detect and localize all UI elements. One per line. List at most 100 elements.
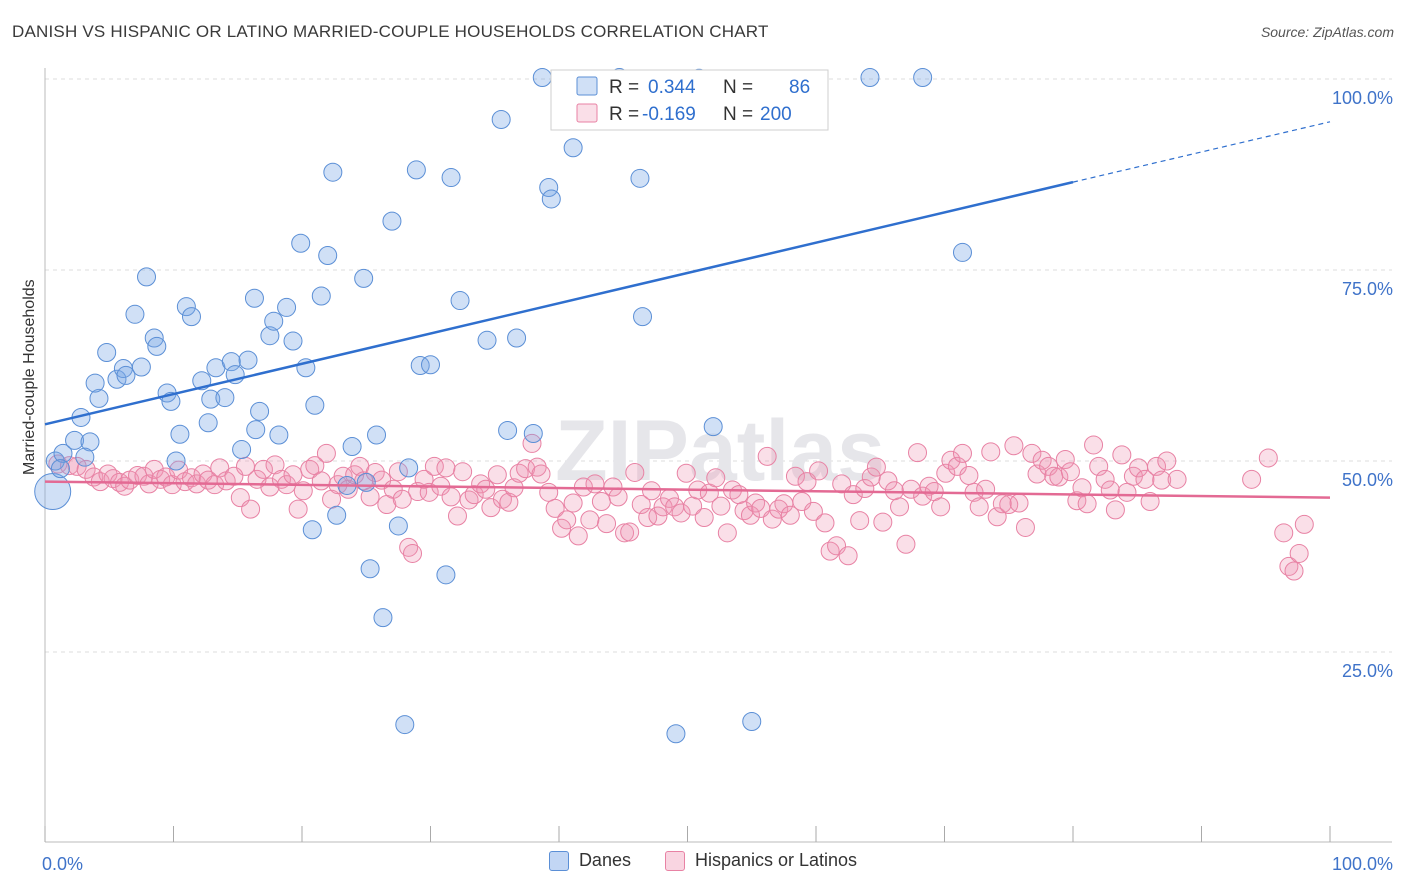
hispanic-point [162,475,182,495]
hispanic-point [1152,470,1172,490]
hispanic-point [499,492,519,512]
hispanic-point [441,487,461,507]
danes-point [913,67,933,87]
danes-trend-line [44,180,1074,426]
danes-point [147,336,167,356]
hispanic-point [487,465,507,485]
hispanic-point [260,477,280,497]
hispanic-point [648,506,668,526]
hispanic-point [850,511,870,531]
hispanic-point [568,526,588,546]
grid [45,78,1392,653]
hispanic-point [908,443,928,463]
legend-r-label-hispanics: R = [609,104,639,125]
hispanic-point [1060,462,1080,482]
hispanic-point [1009,493,1029,513]
danes-point [491,109,511,129]
legend-r-value-danes: 0.344 [648,77,696,98]
hispanic-point [1242,469,1262,489]
hispanic-point [820,541,840,561]
hispanic-point [591,491,611,511]
hispanic-point [1084,435,1104,455]
y-tick-label: 25.0% [1342,661,1393,681]
y-axis-label: Married-couple Households [21,279,38,475]
danes-point [116,365,136,385]
hispanic-point [1117,482,1137,502]
hispanic-point [1055,449,1075,469]
legend-swatch-hispanics [576,103,598,123]
danes-point [742,712,762,732]
hispanic-point [419,482,439,502]
hispanic-point [459,490,479,510]
danes-point [250,401,270,421]
hispanic-point [447,506,467,526]
hispanic-point [729,485,749,505]
hispanic-point [1004,436,1024,456]
danes-point [166,451,186,471]
hispanic-point [253,459,273,479]
danes-point [125,304,145,324]
hispanic-point [557,510,577,530]
danes-point [215,388,235,408]
hispanic-point [1095,469,1115,489]
hispanic-point [293,481,313,501]
hispanic-point [803,501,823,521]
legend-n-value-danes: 86 [789,77,810,98]
danes-point [176,297,196,317]
x-tick-label: 0.0% [42,854,83,874]
hispanic-point [1289,543,1309,563]
hispanic-point [769,499,789,519]
danes-point [302,520,322,540]
hispanic-point [815,513,835,533]
hispanic-point [642,481,662,501]
legend-n-label-danes: N = [723,77,753,98]
danes-point [382,211,402,231]
danes-point [666,724,686,744]
hispanic-point [531,464,551,484]
danes-point [75,447,95,467]
hispanic-point [1049,467,1069,487]
y-tick-label: 50.0% [1342,470,1393,490]
danes-point [311,286,331,306]
danes-point [860,67,880,87]
danes-point [630,168,650,188]
hispanic-point [1100,480,1120,500]
danes-point [354,268,374,288]
hispanic-point [981,442,1001,462]
hispanic-point [144,459,164,479]
hispanic-point [603,477,623,497]
bottom-legend: Danes Hispanics or Latinos [0,850,1406,871]
hispanic-point [1112,445,1132,465]
hispanic-point [545,498,565,518]
hispanic-point [1015,517,1035,537]
hispanic-point [436,458,456,478]
danes-point [246,420,266,440]
hispanic-point [676,463,696,483]
danes-point [342,436,362,456]
hispanic-point [403,543,423,563]
danes-point [198,413,218,433]
hispanic-point [671,503,691,523]
hispanic-point [757,446,777,466]
hispanic-point [563,493,583,513]
hispanic-point [1167,469,1187,489]
hispanic-point [471,474,491,494]
hispanic-point [809,461,829,481]
hispanic-point [316,443,336,463]
danes-point [131,357,151,377]
hispanic-point [866,457,886,477]
danes-trend-extension [1072,121,1331,183]
hispanic-point [300,459,320,479]
danes-point [283,331,303,351]
legend-r-label-danes: R = [609,77,639,98]
hispanic-point [746,493,766,513]
danes-point [89,388,109,408]
hispanic-point [931,497,951,517]
hispanic-point [360,487,380,507]
hispanic-point [706,468,726,488]
danes-point [373,608,393,628]
danes-point [436,565,456,585]
hispanic-point [1077,494,1097,514]
hispanic-point [638,508,658,528]
